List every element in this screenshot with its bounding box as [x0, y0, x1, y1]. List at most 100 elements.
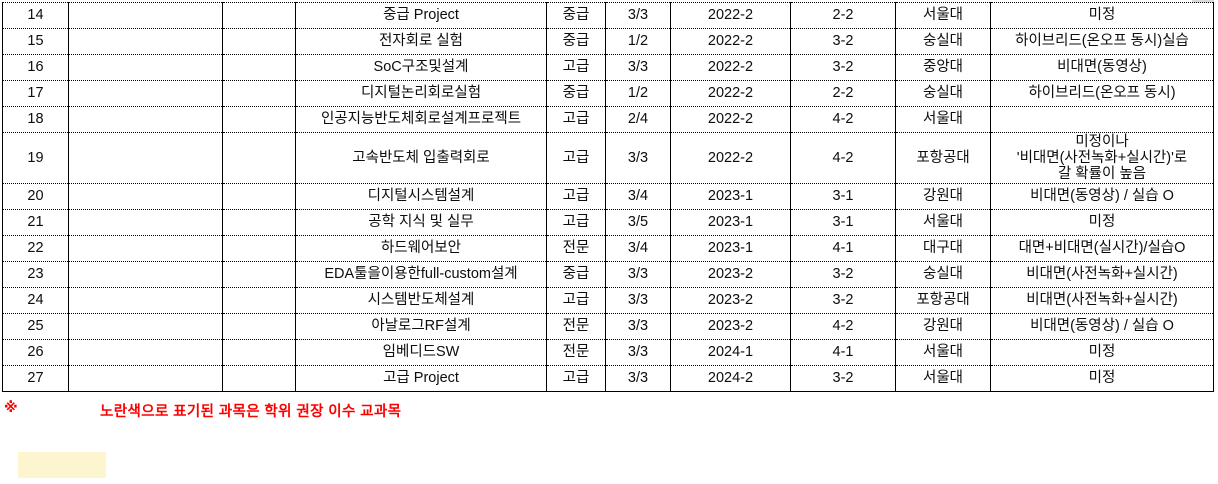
cell-blank-column-2: [222, 209, 296, 236]
cell-row-number: 18: [2, 106, 69, 133]
cell-credit-hours: 3/3: [605, 287, 671, 314]
table-row: 25 아날로그RF설계 전문 3/3 2023-2 4-2 강원대 비대면(동영상) / 실습…: [2, 313, 1214, 340]
cell-year-semester: 3-1: [790, 183, 896, 210]
cell-term: 2024-1: [670, 339, 791, 366]
cell-blank-column-1: [68, 54, 223, 81]
cell-blank-column-1: [68, 28, 223, 55]
cell-year-semester: 3-2: [790, 28, 896, 55]
cell-course-level: 고급: [546, 132, 606, 184]
cell-term: 2023-1: [670, 209, 791, 236]
cell-blank-column-2: [222, 183, 296, 210]
cell-row-number: 21: [2, 209, 69, 236]
cell-blank-column-1: [68, 261, 223, 288]
cell-delivery-mode: 비대면(사전녹화+실시간): [990, 287, 1214, 314]
cell-delivery-mode: 미정: [990, 365, 1214, 392]
cell-term: 2022-2: [670, 106, 791, 133]
cell-blank-column-1: [68, 235, 223, 262]
table-row: 26 임베디드SW 전문 3/3 2024-1 4-1 서울대 미정: [2, 339, 1214, 366]
cell-university: 대구대: [895, 235, 991, 262]
cell-delivery-mode: [990, 106, 1214, 133]
top-right-gray-fragment: [1192, 0, 1214, 3]
table-row: 18 인공지능반도체회로설계프로젝트 고급 2/4 2022-2 4-2 서울대: [2, 106, 1214, 133]
cell-term: 2024-2: [670, 365, 791, 392]
cell-delivery-mode: 비대면(동영상) / 실습 O: [990, 183, 1214, 210]
table-row: 17 디지털논리회로실험 중급 1/2 2022-2 2-2 숭실대 하이브리드(온오프 동시…: [2, 80, 1214, 107]
cell-row-number: 15: [2, 28, 69, 55]
cell-row-number: 14: [2, 2, 69, 29]
cell-credit-hours: 1/2: [605, 28, 671, 55]
cell-term: 2023-2: [670, 261, 791, 288]
cell-credit-hours: 3/3: [605, 2, 671, 29]
cell-term: 2022-2: [670, 54, 791, 81]
cell-delivery-mode: 대면+비대면(실시간)/실습O: [990, 235, 1214, 262]
cell-year-semester: 4-1: [790, 235, 896, 262]
cell-credit-hours: 3/3: [605, 54, 671, 81]
cell-university: 서울대: [895, 365, 991, 392]
cell-year-semester: 4-2: [790, 313, 896, 340]
cell-year-semester: 4-2: [790, 106, 896, 133]
cell-blank-column-2: [222, 261, 296, 288]
course-table-body: 14 중급 Project 중급 3/3 2022-2 2-2 서울대 미정 15 전자회로 실험…: [2, 2, 1214, 392]
cell-course-name: 고급 Project: [295, 365, 547, 392]
cell-year-semester: 3-1: [790, 209, 896, 236]
cell-delivery-mode: 비대면(동영상) / 실습 O: [990, 313, 1214, 340]
cell-course-level: 전문: [546, 235, 606, 262]
cell-course-name: SoC구조및설계: [295, 54, 547, 81]
cell-blank-column-1: [68, 183, 223, 210]
cell-row-number: 17: [2, 80, 69, 107]
cell-row-number: 25: [2, 313, 69, 340]
cell-year-semester: 3-2: [790, 261, 896, 288]
cell-university: 중앙대: [895, 54, 991, 81]
cell-credit-hours: 1/2: [605, 80, 671, 107]
course-table: 14 중급 Project 중급 3/3 2022-2 2-2 서울대 미정 15 전자회로 실험…: [2, 2, 1214, 392]
legend-color-swatch: [18, 452, 106, 478]
table-row: 21 공학 지식 및 실무 고급 3/5 2023-1 3-1 서울대 미정: [2, 209, 1214, 236]
table-row: 14 중급 Project 중급 3/3 2022-2 2-2 서울대 미정: [2, 2, 1214, 29]
cell-credit-hours: 3/3: [605, 261, 671, 288]
cell-delivery-mode: 비대면(사전녹화+실시간): [990, 261, 1214, 288]
cell-credit-hours: 2/4: [605, 106, 671, 133]
cell-course-level: 전문: [546, 339, 606, 366]
table-row: 19 고속반도체 입출력회로 고급 3/3 2022-2 4-2 포항공대 미정이나 '비대면…: [2, 132, 1214, 184]
cell-university: 서울대: [895, 209, 991, 236]
cell-blank-column-1: [68, 209, 223, 236]
cell-course-level: 고급: [546, 365, 606, 392]
cell-delivery-mode: 미정: [990, 339, 1214, 366]
cell-blank-column-2: [222, 313, 296, 340]
cell-term: 2023-2: [670, 287, 791, 314]
cell-university: 포항공대: [895, 287, 991, 314]
table-row: 20 디지털시스템설계 고급 3/4 2023-1 3-1 강원대 비대면(동영상) / 실습…: [2, 183, 1214, 210]
cell-delivery-mode: 하이브리드(온오프 동시): [990, 80, 1214, 107]
cell-credit-hours: 3/3: [605, 313, 671, 340]
cell-course-name: 중급 Project: [295, 2, 547, 29]
cell-row-number: 19: [2, 132, 69, 184]
cell-year-semester: 3-2: [790, 54, 896, 81]
cell-credit-hours: 3/3: [605, 132, 671, 184]
cell-year-semester: 3-2: [790, 365, 896, 392]
cell-course-level: 고급: [546, 106, 606, 133]
table-row: 22 하드웨어보안 전문 3/4 2023-1 4-1 대구대 대면+비대면(실시간)/실습O: [2, 235, 1214, 262]
cell-course-name: 고속반도체 입출력회로: [295, 132, 547, 184]
cell-course-name: 하드웨어보안: [295, 235, 547, 262]
cell-blank-column-2: [222, 132, 296, 184]
table-row: 16 SoC구조및설계 고급 3/3 2022-2 3-2 중앙대 비대면(동영상): [2, 54, 1214, 81]
cell-course-level: 중급: [546, 261, 606, 288]
cell-delivery-mode: 하이브리드(온오프 동시)실습: [990, 28, 1214, 55]
cell-course-name: 임베디드SW: [295, 339, 547, 366]
table-row: 27 고급 Project 고급 3/3 2024-2 3-2 서울대 미정: [2, 365, 1214, 392]
cell-year-semester: 4-2: [790, 132, 896, 184]
cell-term: 2023-1: [670, 235, 791, 262]
cell-term: 2023-1: [670, 183, 791, 210]
cell-course-level: 중급: [546, 28, 606, 55]
cell-university: 숭실대: [895, 80, 991, 107]
cell-term: 2022-2: [670, 28, 791, 55]
cell-blank-column-2: [222, 365, 296, 392]
cell-university: 강원대: [895, 183, 991, 210]
cell-delivery-mode: 미정: [990, 2, 1214, 29]
cell-delivery-mode: 미정이나 '비대면(사전녹화+실시간)'로 갈 확률이 높음: [990, 132, 1214, 184]
cell-year-semester: 4-1: [790, 339, 896, 366]
course-table-container: 14 중급 Project 중급 3/3 2022-2 2-2 서울대 미정 15 전자회로 실험…: [2, 2, 1214, 392]
cell-course-name: 공학 지식 및 실무: [295, 209, 547, 236]
cell-row-number: 22: [2, 235, 69, 262]
cell-delivery-mode: 비대면(동영상): [990, 54, 1214, 81]
